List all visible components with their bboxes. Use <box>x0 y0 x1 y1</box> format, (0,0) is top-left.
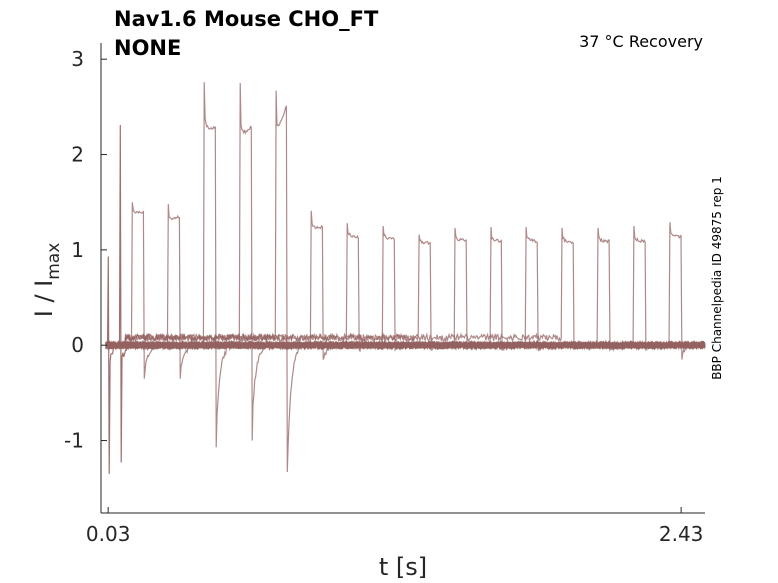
y-tick-label: 1 <box>71 238 84 262</box>
y-tick-label: 3 <box>71 47 84 71</box>
pulse-trace <box>105 82 706 448</box>
chart-title-line2: NONE <box>114 36 181 60</box>
x-tick-label: 2.43 <box>659 522 704 546</box>
pulse-trace <box>105 225 706 352</box>
y-tick-label: 2 <box>71 143 84 167</box>
condition-annotation: 37 °C Recovery <box>579 32 703 51</box>
chart-title-line1: Nav1.6 Mouse CHO_FT <box>114 7 379 31</box>
y-axis-label: I / Imax <box>30 243 64 318</box>
pulse-trace <box>105 82 706 441</box>
spike-trace <box>105 256 706 474</box>
pulse-trace <box>105 222 706 360</box>
x-axis-label: t [s] <box>379 553 427 581</box>
y-tick-label: -1 <box>64 429 84 453</box>
pulse-trace <box>105 227 706 351</box>
y-axis-label-sub: max <box>44 243 64 280</box>
pulse-trace <box>105 225 706 351</box>
pulse-trace <box>105 204 706 379</box>
pulse-trace <box>105 227 706 352</box>
pulse-trace <box>105 226 706 352</box>
traces <box>105 82 706 474</box>
pulse-trace <box>105 223 706 353</box>
pulse-trace <box>105 226 706 351</box>
pulse-trace <box>105 90 706 473</box>
ticks: 3 2 1 0 -1 0.03 2.43 <box>64 47 703 546</box>
pulse-trace <box>105 202 706 379</box>
spike-trace <box>105 124 706 463</box>
pulse-trace <box>105 227 706 351</box>
source-label: BBP Channelpedia ID 49875 rep 1 <box>710 176 724 380</box>
y-tick-label: 0 <box>71 333 84 357</box>
x-tick-label: 0.03 <box>86 522 131 546</box>
y-axis-label-main: I / I <box>30 280 58 318</box>
pulse-trace <box>105 234 706 351</box>
